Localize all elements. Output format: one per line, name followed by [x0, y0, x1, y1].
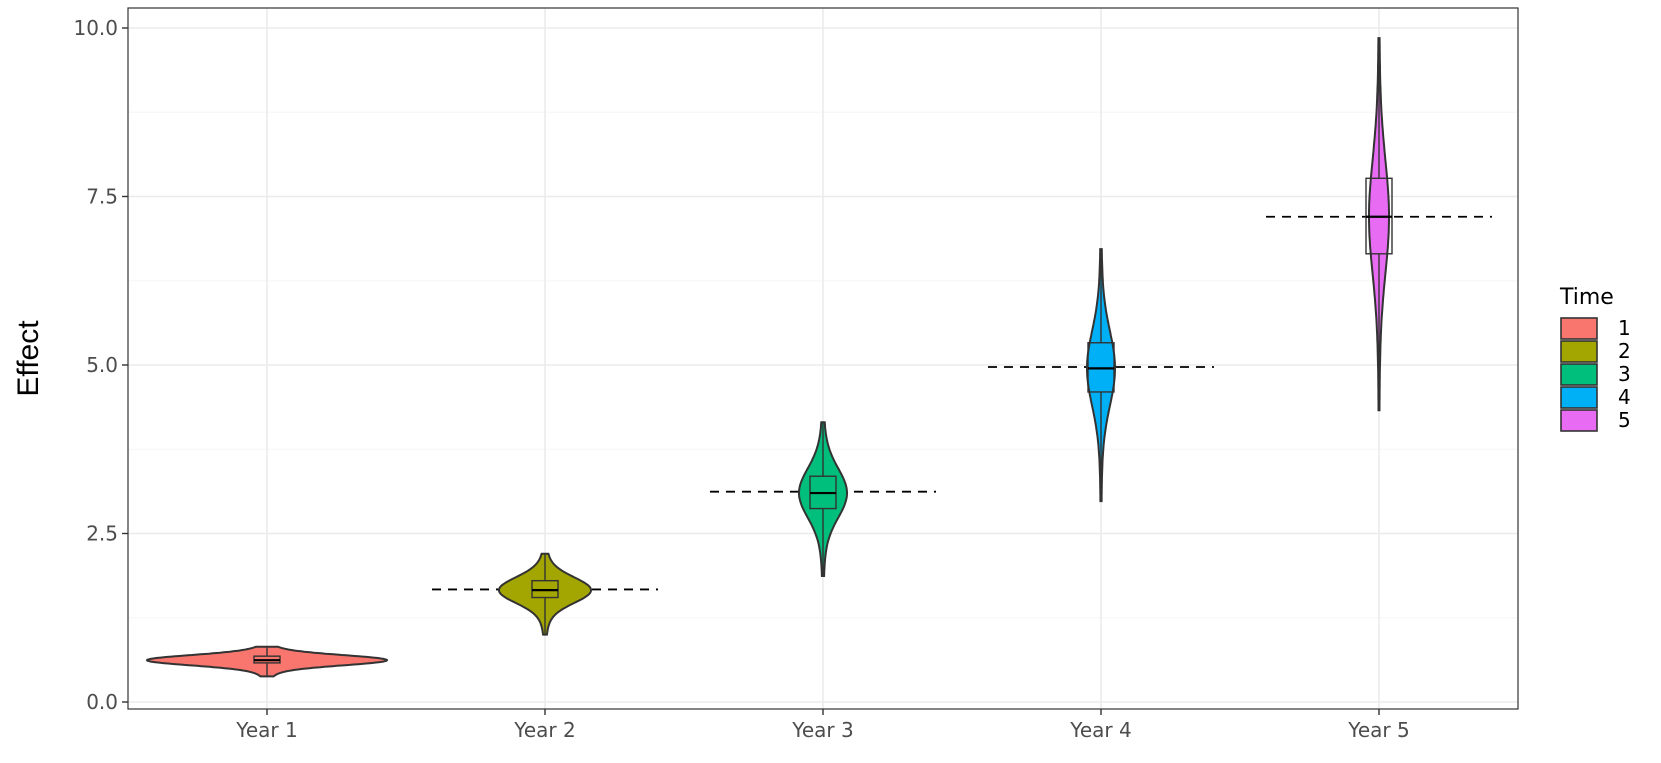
legend-label-2: 2	[1618, 339, 1631, 363]
legend-title: Time	[1559, 285, 1614, 310]
x-tick-label: Year 2	[513, 718, 575, 742]
x-tick-label: Year 1	[235, 718, 297, 742]
y-tick-label: 7.5	[86, 185, 118, 209]
x-tick-label: Year 3	[791, 718, 853, 742]
y-axis-label: Effect	[12, 320, 45, 397]
legend-key-3	[1560, 363, 1598, 386]
violin-3	[798, 421, 848, 577]
violin-2	[498, 552, 592, 636]
legend-label-3: 3	[1618, 362, 1631, 386]
boxplots	[253, 38, 1393, 677]
y-tick-label: 5.0	[86, 353, 118, 377]
legend-key-2	[1560, 340, 1598, 363]
legend-label-4: 4	[1618, 385, 1631, 409]
legend-key-4	[1560, 386, 1598, 409]
legend-key-1	[1560, 317, 1598, 340]
grid-lines	[128, 8, 1518, 709]
violin-1	[145, 645, 389, 678]
legend-label-5: 5	[1618, 408, 1631, 432]
y-tick-label: 0.0	[86, 690, 118, 714]
x-tick-label: Year 4	[1069, 718, 1131, 742]
violins	[145, 37, 1390, 678]
x-tick-label: Year 5	[1347, 718, 1409, 742]
violin-5	[1368, 37, 1390, 412]
legend-key-5	[1560, 409, 1598, 432]
violin-4	[1086, 248, 1116, 503]
y-tick-label: 10.0	[73, 16, 118, 40]
axes: 0.0 2.5 5.0 7.5 10.0 Year 1 Year 2 Year 3 Year 4…	[73, 16, 1409, 742]
y-tick-label: 2.5	[86, 522, 118, 546]
legend-label-1: 1	[1618, 316, 1631, 340]
